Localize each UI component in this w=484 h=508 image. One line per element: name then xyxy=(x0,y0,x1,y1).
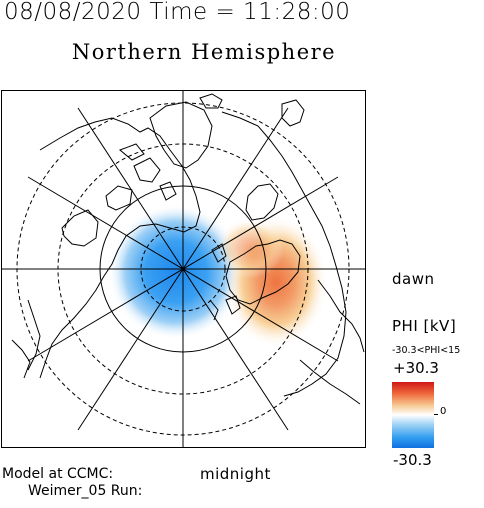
polar-map xyxy=(1,90,366,448)
colorbar-mid: 0 xyxy=(440,406,447,417)
coastline-asia-east xyxy=(299,279,365,405)
coastline-britain xyxy=(281,99,305,127)
colorbar-zero-tick xyxy=(434,414,438,415)
colorbar-max: +30.3 xyxy=(393,359,439,377)
coastlines xyxy=(11,93,365,405)
coastline-polar-islands xyxy=(209,243,241,321)
meridian-grid xyxy=(1,90,366,448)
date-time-title: 08/08/2020 Time = 11:28:00 xyxy=(4,0,351,25)
colorbar xyxy=(392,382,434,448)
meridian-line xyxy=(27,176,339,362)
run-label: Weimer_05 Run: xyxy=(28,483,143,499)
coastline-greenland xyxy=(149,101,213,169)
model-label: Model at CCMC: xyxy=(2,466,114,482)
coastline-arctic-islands xyxy=(105,143,177,211)
coastline-eurasia xyxy=(221,111,347,397)
positive-potential-glow xyxy=(216,218,284,278)
negative-potential-cell xyxy=(108,204,244,340)
colorbar-label: PHI [kV] xyxy=(392,317,457,335)
coastline-north-atlantic xyxy=(199,93,223,109)
coastline-scandinavia xyxy=(245,183,279,221)
coastline-siberia xyxy=(225,239,301,305)
coastline-hudson-bay xyxy=(61,209,99,247)
dawn-label: dawn xyxy=(392,270,435,288)
map-frame xyxy=(1,90,366,448)
coastline-alaska xyxy=(11,299,41,379)
colorbar-min: -30.3 xyxy=(393,451,432,469)
midnight-label: midnight xyxy=(200,465,271,483)
hemisphere-title: Northern Hemisphere xyxy=(71,40,337,64)
colorbar-range: -30.3<PHI<15 xyxy=(392,345,461,356)
coastline-north-america xyxy=(39,117,201,379)
